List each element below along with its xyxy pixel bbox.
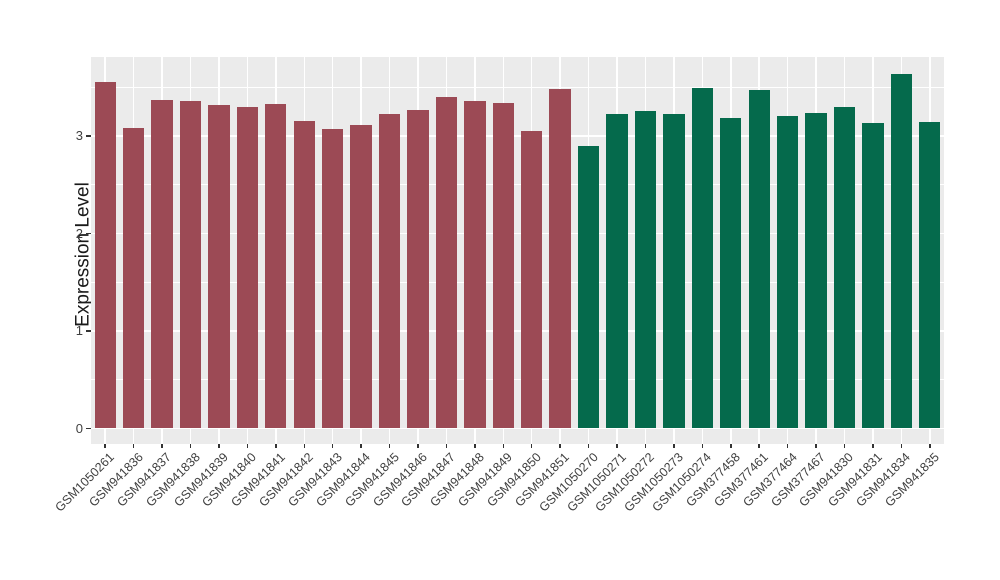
bar-GSM1050261 [94, 82, 116, 429]
y-tick-mark [86, 135, 91, 137]
x-tick-mark [843, 444, 846, 448]
bar-GSM941837 [151, 99, 173, 429]
bar-GSM377458 [720, 118, 742, 429]
y-tick-mark [86, 330, 91, 332]
x-tick-mark [616, 444, 618, 448]
x-tick-mark [417, 444, 419, 448]
bar-GSM941845 [378, 113, 401, 429]
bar-GSM941840 [236, 106, 259, 429]
x-tick-mark [161, 444, 163, 448]
bar-GSM941850 [521, 131, 543, 429]
x-tick-mark [587, 444, 590, 448]
x-tick-mark [872, 444, 874, 448]
y-tick-label: 2 [75, 225, 83, 241]
x-tick-mark [786, 444, 789, 448]
x-tick-mark [445, 444, 448, 448]
bar-GSM941841 [265, 103, 287, 429]
x-tick-mark [388, 444, 391, 448]
bar-GSM941838 [179, 100, 202, 429]
x-tick-mark [474, 444, 476, 448]
bar-GSM941839 [208, 104, 230, 429]
gridline-minor [91, 281, 944, 283]
gridline-major [91, 427, 944, 430]
x-tick-mark [132, 444, 135, 448]
gridline-major [91, 135, 944, 137]
bar-GSM941848 [464, 100, 486, 429]
x-tick-mark [644, 444, 647, 448]
x-tick-mark [189, 444, 192, 448]
bar-GSM377464 [776, 116, 799, 429]
x-tick-mark [104, 444, 106, 448]
x-tick-mark [929, 444, 931, 448]
x-tick-mark [730, 444, 732, 448]
x-tick-mark [758, 444, 760, 448]
gridline-minor [91, 379, 944, 381]
gridline-major [91, 232, 944, 235]
bar-GSM1050270 [577, 145, 600, 429]
y-tick-label: 1 [75, 323, 83, 339]
y-tick-mark [86, 232, 91, 235]
bar-GSM1050271 [606, 113, 628, 429]
y-tick-mark [86, 427, 91, 430]
bar-GSM941834 [890, 73, 912, 429]
bar-GSM941846 [407, 109, 429, 429]
x-tick-mark [360, 444, 362, 448]
bar-GSM941844 [350, 125, 372, 429]
x-tick-mark [815, 444, 817, 448]
bar-GSM941847 [435, 96, 458, 429]
x-tick-mark [246, 444, 249, 448]
x-tick-mark [530, 444, 533, 448]
bar-GSM377461 [748, 90, 770, 429]
gridline-minor [91, 86, 944, 88]
x-tick-mark [502, 444, 505, 448]
x-tick-mark [303, 444, 305, 448]
bar-GSM941843 [322, 129, 344, 429]
bar-GSM941835 [919, 122, 941, 429]
x-tick-mark [559, 444, 561, 448]
bar-GSM377467 [805, 112, 827, 429]
x-tick-mark [900, 444, 903, 448]
x-tick-mark [331, 444, 334, 448]
bar-GSM1050274 [691, 88, 713, 429]
gridline-minor [91, 184, 944, 186]
bar-GSM941836 [122, 128, 145, 429]
bar-GSM941831 [862, 123, 884, 429]
x-tick-mark [218, 444, 220, 448]
bar-GSM941842 [293, 121, 315, 429]
plot-panel [91, 57, 944, 444]
bar-GSM1050272 [634, 110, 657, 429]
x-tick-mark [701, 444, 704, 448]
x-tick-mark [275, 444, 277, 448]
bar-GSM941830 [833, 106, 856, 429]
bar-GSM1050273 [663, 113, 685, 429]
bar-GSM941849 [492, 102, 514, 429]
y-tick-label: 3 [75, 128, 83, 144]
gridline-major [91, 330, 944, 332]
bar-GSM941851 [549, 89, 571, 429]
x-tick-mark [673, 444, 675, 448]
y-tick-label: 0 [75, 420, 83, 436]
